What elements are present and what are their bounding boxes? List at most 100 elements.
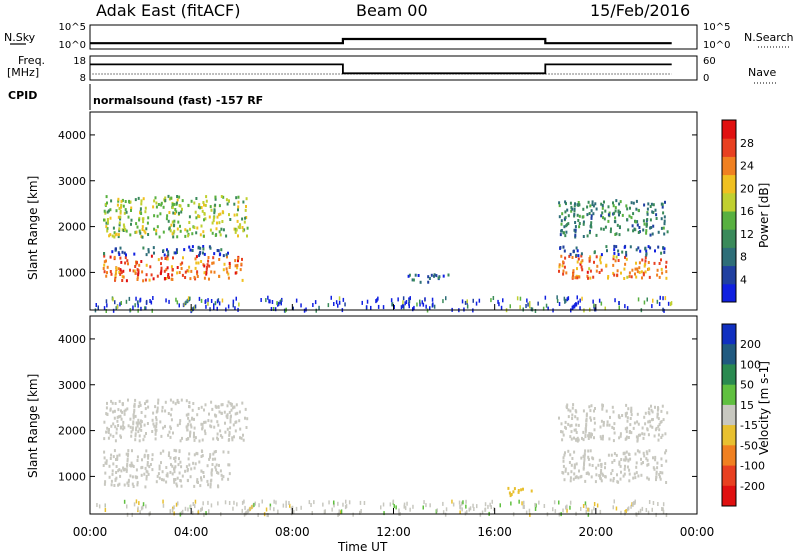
heat-cell — [634, 220, 637, 224]
heat-cell — [225, 267, 228, 271]
heat-cell — [239, 268, 242, 272]
heat-cell — [587, 457, 590, 461]
heat-cell — [629, 423, 632, 427]
heat-cell — [235, 403, 238, 407]
heat-cell — [647, 420, 650, 424]
heat-cell — [106, 227, 109, 230]
heat-cell — [203, 218, 205, 222]
heat-cell — [590, 216, 593, 220]
heat-cell — [579, 262, 582, 266]
heat-cell — [218, 221, 221, 225]
heat-cell — [120, 205, 122, 209]
heat-cell — [127, 452, 130, 456]
heat-cell — [507, 486, 510, 490]
heat-cell — [171, 220, 174, 224]
heat-cell — [193, 431, 195, 435]
heat-cell — [630, 409, 633, 413]
heat-cell — [205, 304, 207, 309]
heat-cell — [397, 297, 399, 302]
heat-cell — [313, 500, 315, 505]
heat-cell — [169, 456, 172, 460]
heat-cell — [109, 407, 112, 411]
heat-cell — [106, 218, 109, 221]
heat-cell — [552, 507, 554, 512]
heat-cell — [176, 195, 179, 198]
heat-cell — [117, 267, 120, 271]
heat-cell — [125, 279, 128, 283]
heat-cell — [112, 422, 115, 426]
heat-cell — [658, 302, 661, 306]
heat-cell — [615, 199, 618, 203]
heat-cell — [617, 253, 620, 256]
heat-cell — [230, 408, 233, 412]
heat-cell — [567, 415, 570, 419]
heat-cell — [665, 270, 668, 274]
heat-cell — [244, 216, 247, 220]
heat-cell — [168, 299, 170, 304]
heat-cell — [573, 204, 576, 208]
heat-cell — [293, 509, 295, 514]
heat-cell — [652, 501, 655, 505]
heat-cell — [118, 482, 121, 486]
heat-cell — [237, 256, 240, 260]
heat-cell — [194, 504, 196, 509]
heat-cell — [593, 506, 595, 511]
heat-cell — [176, 398, 179, 402]
heat-cell — [645, 231, 648, 235]
heat-cell — [604, 475, 607, 479]
heat-cell — [131, 482, 134, 486]
heat-cell — [269, 506, 271, 511]
heat-cell — [191, 245, 194, 249]
heat-cell — [642, 436, 645, 440]
heat-cell — [602, 434, 604, 438]
colorbar-swatch — [722, 229, 736, 248]
heat-cell — [569, 479, 572, 483]
heat-cell — [187, 422, 190, 426]
heat-cell — [184, 228, 187, 232]
heat-cell — [377, 296, 379, 301]
heat-cell — [105, 299, 108, 304]
heat-cell — [615, 506, 618, 511]
heat-cell — [130, 209, 132, 212]
colorbar-tick: 4 — [740, 273, 747, 286]
heat-cell — [591, 433, 593, 437]
heat-cell — [146, 221, 149, 225]
heat-cell — [269, 299, 271, 304]
heat-cell — [144, 414, 147, 418]
heat-cell — [665, 265, 667, 269]
heat-cell — [382, 305, 385, 310]
heat-cell — [575, 462, 578, 466]
heat-cell — [644, 259, 647, 263]
heat-cell — [633, 472, 636, 476]
heat-cell — [577, 219, 580, 222]
heat-cell — [229, 218, 232, 221]
heat-cell — [573, 209, 576, 213]
heat-cell — [139, 231, 142, 235]
heat-cell — [595, 255, 598, 259]
heat-cell — [576, 213, 579, 217]
heat-cell — [663, 308, 665, 313]
heat-cell — [513, 487, 516, 491]
heat-cell — [447, 273, 450, 277]
heat-cell — [590, 209, 593, 213]
heat-cell — [558, 204, 561, 208]
heat-cell — [282, 503, 285, 508]
heat-cell — [589, 409, 592, 413]
heat-cell — [558, 201, 561, 205]
heat-cell — [645, 222, 648, 226]
heat-cell — [641, 258, 644, 262]
heat-cell — [619, 477, 622, 481]
heat-cell — [152, 296, 154, 300]
heat-cell — [207, 500, 209, 505]
heat-cell — [564, 234, 567, 238]
heat-cell — [525, 510, 528, 515]
heat-cell — [209, 485, 212, 489]
heat-cell — [413, 305, 415, 310]
heat-cell — [104, 480, 107, 484]
heat-cell — [604, 466, 606, 470]
heat-cell — [564, 216, 567, 220]
heat-cell — [138, 218, 141, 222]
heat-cell — [138, 427, 141, 431]
heat-cell — [113, 235, 116, 239]
